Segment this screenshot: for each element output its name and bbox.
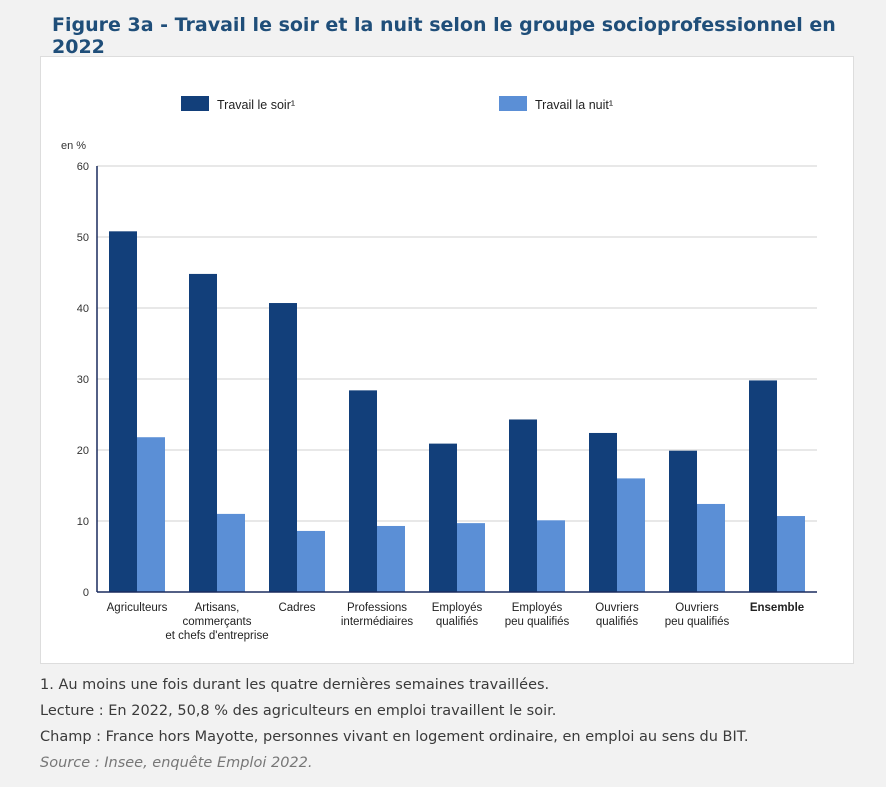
bar-nuit <box>537 520 565 592</box>
x-category-label: Employés <box>512 602 563 614</box>
bar-nuit <box>137 437 165 592</box>
y-tick-label: 0 <box>83 587 89 599</box>
legend-swatch <box>181 96 209 111</box>
bar-soir <box>189 273 217 592</box>
y-tick-label: 30 <box>77 374 89 386</box>
y-tick-label: 10 <box>77 516 89 528</box>
x-category-label: Professions <box>347 602 407 614</box>
x-category-label: Cadres <box>278 602 315 614</box>
x-category-label: Agriculteurs <box>107 602 168 614</box>
bar-nuit <box>697 503 725 592</box>
x-category-label: qualifiés <box>436 616 478 628</box>
footnote: 1. Au moins une fois durant les quatre d… <box>40 677 550 693</box>
x-category-label: Ensemble <box>750 602 804 614</box>
bar-nuit <box>377 525 405 592</box>
bar-nuit <box>217 513 245 592</box>
bar-soir <box>669 450 697 592</box>
bar-soir <box>509 419 537 592</box>
bar-nuit <box>297 530 325 592</box>
bar-soir <box>749 380 777 592</box>
legend-label: Travail la nuit¹ <box>535 98 613 112</box>
y-tick-label: 60 <box>77 161 89 173</box>
bar-soir <box>589 432 617 592</box>
champ-note: Champ : France hors Mayotte, personnes v… <box>40 729 749 745</box>
y-tick-label: 20 <box>77 445 89 457</box>
bar-soir <box>269 303 297 592</box>
x-category-label: peu qualifiés <box>505 616 570 628</box>
y-unit-label: en % <box>61 140 86 152</box>
bar-nuit <box>457 523 485 592</box>
figure-title: Figure 3a - Travail le soir et la nuit s… <box>52 14 836 58</box>
x-category-label: et chefs d'entreprise <box>165 630 268 642</box>
legend-swatch <box>499 96 527 111</box>
lecture-note: Lecture : En 2022, 50,8 % des agriculteu… <box>40 703 557 719</box>
chart-notes: 1. Au moins une fois durant les quatre d… <box>40 672 860 776</box>
bar-chart: 0 10 20 30 40 50 60 en % Agriculteurs Artisans, co… <box>61 96 817 642</box>
x-category-label: Ouvriers <box>595 602 639 614</box>
x-category-label: Ouvriers <box>675 602 719 614</box>
bar-soir <box>349 390 377 592</box>
x-category-label: Artisans, <box>195 602 240 614</box>
source-note: Source : Insee, enquête Emploi 2022. <box>40 755 313 771</box>
chart-panel: 0 10 20 30 40 50 60 en % Agriculteurs Artisans, co… <box>40 56 854 664</box>
bar-nuit <box>777 516 805 592</box>
x-category-label: intermédiaires <box>341 616 413 628</box>
x-category-label: qualifiés <box>596 616 638 628</box>
x-category-label: peu qualifiés <box>665 616 730 628</box>
x-category-label: commerçants <box>182 616 251 628</box>
y-tick-label: 50 <box>77 232 89 244</box>
bar-soir <box>109 231 137 592</box>
x-category-label: Employés <box>432 602 483 614</box>
legend-label: Travail le soir¹ <box>217 98 295 112</box>
bar-nuit <box>617 478 645 592</box>
bar-soir <box>429 443 457 592</box>
y-tick-label: 40 <box>77 303 89 315</box>
